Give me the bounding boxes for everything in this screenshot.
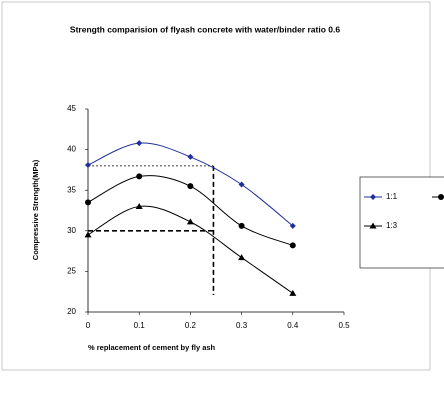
marker bbox=[187, 153, 194, 160]
marker bbox=[289, 222, 296, 229]
marker bbox=[238, 222, 245, 229]
marker bbox=[289, 242, 296, 249]
marker bbox=[186, 218, 194, 225]
marker bbox=[135, 202, 143, 209]
y-tick-label: 45 bbox=[67, 104, 76, 113]
marker bbox=[238, 181, 245, 188]
legend-box bbox=[359, 176, 444, 269]
legend-marker bbox=[370, 194, 376, 200]
y-tick-label: 40 bbox=[67, 145, 76, 154]
legend-marker bbox=[438, 194, 444, 200]
y-tick-label: 20 bbox=[67, 307, 76, 316]
marker bbox=[85, 199, 91, 206]
marker bbox=[136, 173, 143, 180]
y-tick-label: 25 bbox=[67, 267, 76, 276]
marker bbox=[85, 162, 91, 169]
x-tick-label: 0.1 bbox=[134, 321, 146, 330]
x-tick-label: 0.4 bbox=[287, 321, 299, 330]
x-tick-label: 0.3 bbox=[236, 321, 248, 330]
marker bbox=[187, 183, 194, 190]
x-tick-label: 0.5 bbox=[338, 321, 350, 330]
marker bbox=[84, 231, 92, 238]
legend-label: 1:1 bbox=[386, 192, 398, 201]
marker bbox=[136, 140, 143, 147]
marker bbox=[238, 254, 246, 261]
legend-label: 1:3 bbox=[386, 221, 398, 230]
x-tick-label: 0.2 bbox=[185, 321, 197, 330]
y-tick-label: 30 bbox=[67, 226, 76, 235]
y-tick-label: 35 bbox=[67, 185, 76, 194]
legend-marker bbox=[369, 222, 377, 229]
x-tick-label: 0 bbox=[86, 321, 91, 330]
x-axis-label: % replacement of cement by fly ash bbox=[88, 343, 216, 352]
chart-title: Strength comparision of flyash concrete … bbox=[70, 24, 340, 34]
y-axis-label: Compressive Strength(MPa) bbox=[31, 159, 40, 260]
marker bbox=[289, 289, 297, 296]
